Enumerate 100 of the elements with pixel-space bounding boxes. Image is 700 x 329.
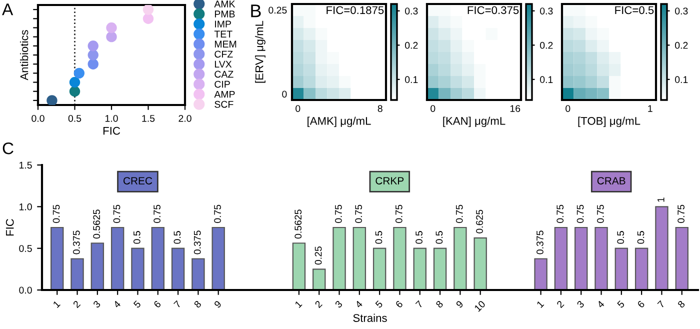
x-tick-label: 8 bbox=[378, 105, 382, 112]
bar bbox=[90, 242, 104, 290]
x-tick-label: 9 bbox=[214, 300, 222, 308]
data-label: 0.75 bbox=[214, 204, 221, 223]
chart-title: FIC=0.5 bbox=[615, 6, 654, 14]
bar bbox=[332, 226, 346, 290]
x-tick-label: 1.5 bbox=[142, 115, 155, 122]
x-tick-label: 4 bbox=[596, 300, 605, 308]
data-label: 0.375 bbox=[72, 230, 80, 254]
annotation: CRKP bbox=[376, 177, 404, 184]
y-axis-title: [ERV] μg/mL bbox=[255, 20, 266, 83]
data-label: 0.75 bbox=[334, 204, 342, 223]
y-axis-title: Antibiotics bbox=[20, 30, 28, 80]
x-tick-label: 2.0 bbox=[178, 114, 192, 122]
bar bbox=[433, 248, 447, 290]
data-label: 0.375 bbox=[194, 230, 201, 254]
color-bar-label: 0.3 bbox=[540, 8, 553, 14]
data-label: 0.5 bbox=[436, 231, 443, 244]
data-label: 0.75 bbox=[596, 204, 604, 223]
x-tick-label: 6 bbox=[153, 300, 162, 308]
bar bbox=[292, 242, 306, 290]
color-bar-label: 0.1 bbox=[405, 76, 418, 84]
legend-label: LVX bbox=[214, 60, 232, 68]
x-tick-label: 8 bbox=[435, 300, 444, 308]
data-label: 0.75 bbox=[678, 204, 684, 223]
bar bbox=[171, 248, 185, 290]
point bbox=[142, 13, 154, 24]
x-tick-label: 2 bbox=[556, 300, 564, 308]
data-label: 0.75 bbox=[113, 204, 120, 223]
x-tick-label: 6 bbox=[395, 300, 404, 308]
color-bar-label: 0.2 bbox=[405, 42, 418, 49]
bar bbox=[393, 226, 406, 290]
x-tick-label: 7 bbox=[657, 300, 666, 308]
bar bbox=[675, 226, 688, 290]
bar bbox=[352, 226, 366, 290]
data-label: 0.75 bbox=[154, 204, 160, 223]
x-axis-title: FIC bbox=[103, 126, 120, 135]
x-tick-label: 5 bbox=[616, 300, 625, 308]
data-label: 0.375 bbox=[536, 230, 544, 254]
x-axis-title: [KAN] μg/mL bbox=[443, 116, 506, 128]
chart-title: C bbox=[2, 142, 14, 154]
color-bar-label: 0.3 bbox=[675, 8, 688, 14]
legend-label: MEM bbox=[214, 40, 236, 48]
x-tick-label: 1 bbox=[648, 105, 652, 112]
data-label: 0.75 bbox=[355, 204, 362, 223]
y-tick-label: 1.0 bbox=[20, 203, 32, 210]
data-label: 0.75 bbox=[395, 204, 402, 223]
y-tick-label: 0.5 bbox=[19, 245, 32, 252]
x-axis-title: [TOB] μg/mL bbox=[578, 116, 640, 128]
legend-label: TET bbox=[214, 30, 232, 38]
bar bbox=[110, 226, 124, 290]
x-tick-label: 1 bbox=[294, 300, 302, 308]
legend-label: IMP bbox=[215, 20, 231, 28]
bar bbox=[212, 226, 225, 290]
annotation: CREC bbox=[124, 177, 152, 184]
x-tick-label: 2 bbox=[72, 300, 81, 308]
point bbox=[46, 95, 58, 105]
point bbox=[69, 86, 80, 97]
x-tick-label: 4 bbox=[112, 300, 122, 308]
bar bbox=[594, 226, 608, 290]
x-axis-title: Strains bbox=[353, 314, 387, 322]
x-tick-label: 16 bbox=[510, 105, 520, 112]
x-tick-label: 9 bbox=[456, 300, 464, 308]
data-label: 0.75 bbox=[456, 204, 463, 223]
bar bbox=[655, 206, 668, 290]
x-tick-label: 4 bbox=[354, 300, 363, 308]
x-tick-label: 3 bbox=[92, 300, 101, 308]
data-label: 0.25 bbox=[314, 246, 322, 265]
data-label: 0.5 bbox=[133, 231, 140, 244]
bar bbox=[574, 226, 588, 290]
x-tick-label: 10 bbox=[474, 300, 486, 312]
legend-label: PMB bbox=[214, 10, 235, 18]
x-tick-label: 6 bbox=[636, 300, 646, 308]
point bbox=[88, 40, 98, 52]
bar bbox=[474, 237, 487, 290]
x-tick-label: 0 bbox=[566, 105, 570, 112]
data-label: 0.5 bbox=[617, 231, 624, 244]
data-label: 0.75 bbox=[556, 204, 564, 223]
y-tick-label: 0.0 bbox=[19, 286, 32, 294]
bar bbox=[634, 248, 648, 290]
x-tick-label: 1 bbox=[536, 300, 544, 308]
color-bar-label: 0.2 bbox=[675, 42, 688, 49]
x-tick-label: 1 bbox=[52, 300, 60, 308]
bar bbox=[312, 268, 326, 290]
x-tick-label: 2 bbox=[314, 300, 322, 308]
color-bar-label: 0.1 bbox=[675, 76, 688, 84]
bar bbox=[50, 226, 64, 290]
data-label: 0.75 bbox=[52, 204, 60, 223]
chart-title: FIC=0.375 bbox=[468, 6, 519, 14]
color-bar-label: 0.3 bbox=[405, 8, 418, 14]
data-label: 0.625 bbox=[476, 210, 483, 234]
point bbox=[74, 68, 85, 79]
bar bbox=[151, 226, 164, 290]
chart-title: FIC=0.1875 bbox=[326, 6, 384, 14]
x-tick-label: 0.0 bbox=[32, 114, 44, 122]
x-tick-label: 3 bbox=[334, 300, 343, 308]
x-tick-label: 8 bbox=[194, 300, 202, 308]
color-bar-label: 0.1 bbox=[540, 76, 553, 84]
point bbox=[142, 5, 154, 15]
point bbox=[88, 58, 98, 70]
